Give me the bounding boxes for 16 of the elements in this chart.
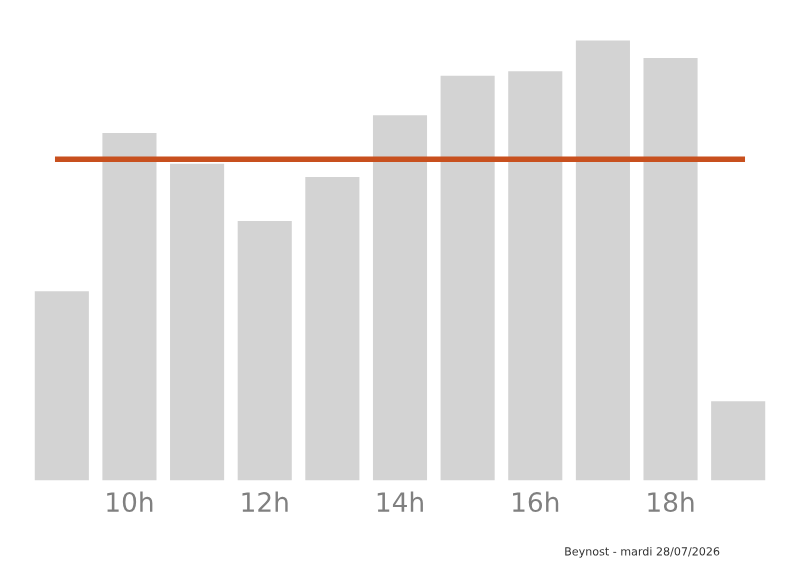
bar (305, 176, 360, 481)
x-tick-label: 16h (513, 491, 559, 513)
bar (34, 291, 89, 481)
bar (711, 401, 766, 481)
bar (643, 58, 698, 481)
bar (102, 132, 157, 481)
bar (508, 71, 563, 481)
x-tick-label: 18h (648, 491, 694, 513)
bar (170, 163, 225, 481)
x-tick-label: 14h (377, 491, 423, 512)
bar (372, 115, 428, 481)
bar (440, 75, 495, 481)
bar (237, 220, 292, 481)
x-tick-label: 10h (107, 491, 153, 513)
bar (575, 40, 630, 481)
x-tick-label: 12h (242, 491, 288, 512)
